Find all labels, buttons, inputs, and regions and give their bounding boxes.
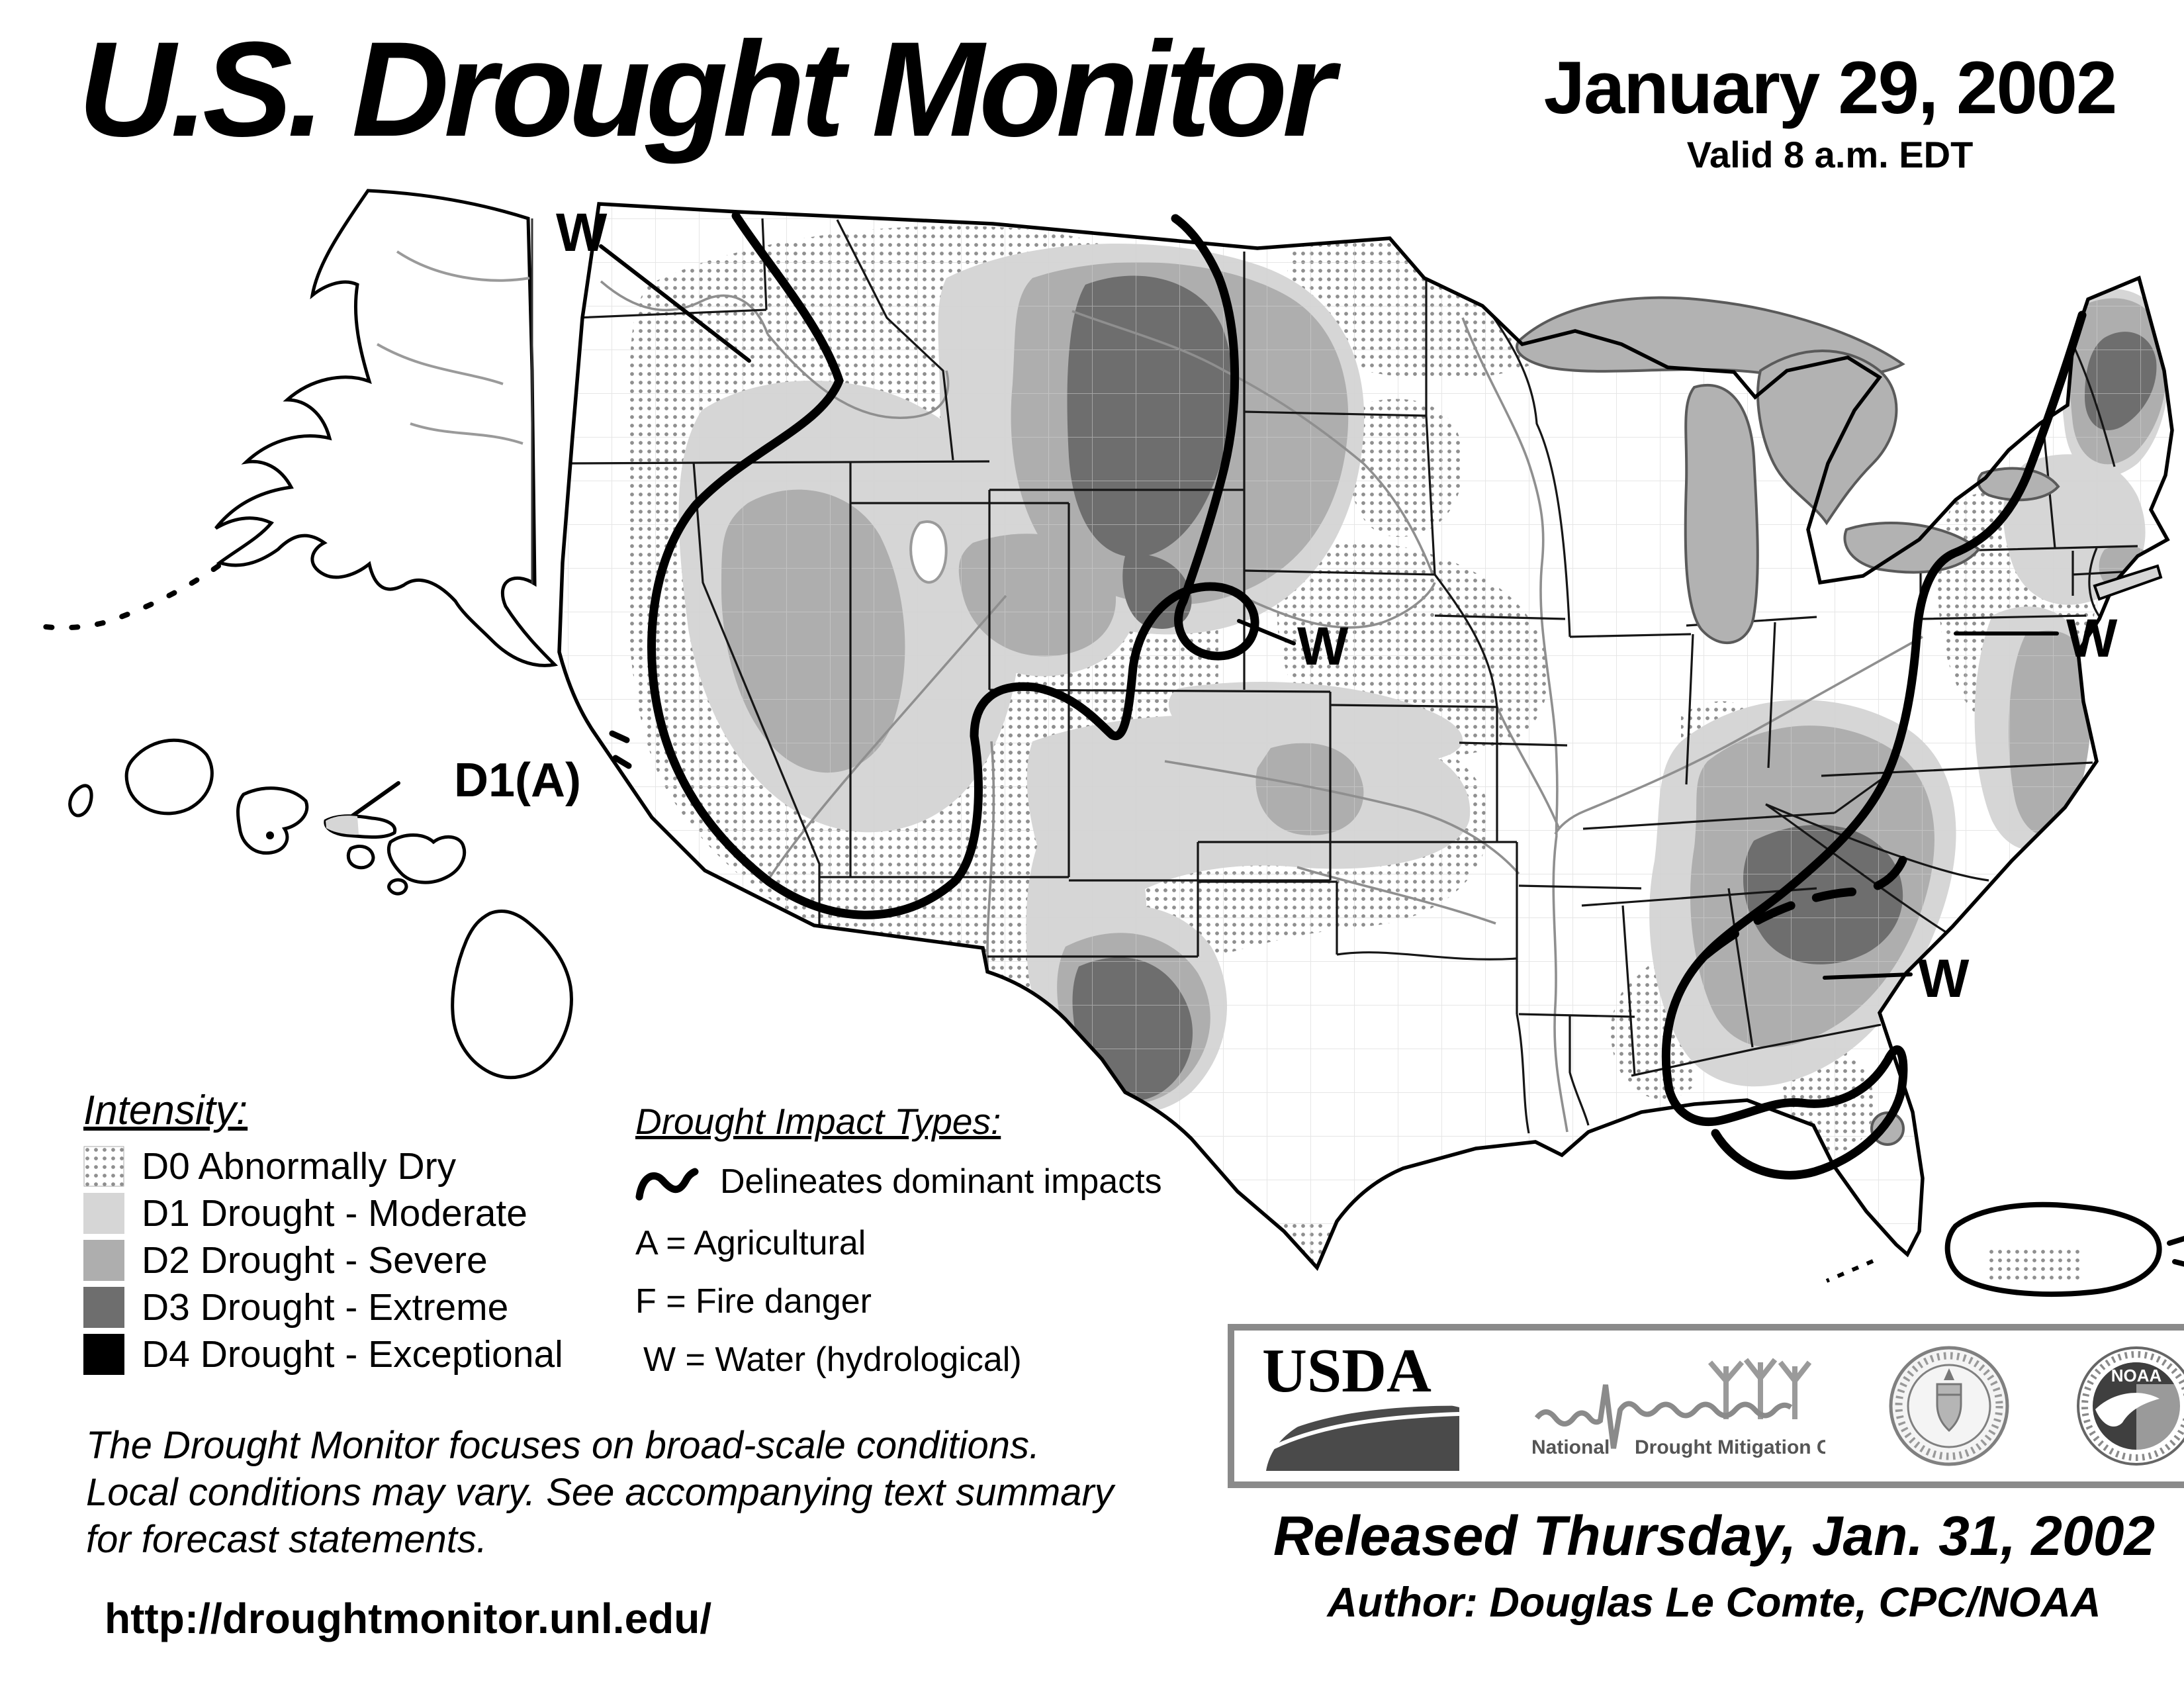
legend-label-d0: D0 Abnormally Dry — [142, 1145, 457, 1188]
puerto-rico — [1944, 1201, 2184, 1297]
hawaii — [68, 738, 573, 1080]
drought-monitor-url[interactable]: http://droughtmonitor.unl.edu/ — [105, 1595, 712, 1642]
legend-row-d0: D0 Abnormally Dry — [83, 1145, 563, 1188]
disclaimer-line-2: Local conditions may vary. See accompany… — [86, 1471, 1114, 1514]
legend-row-d4: D4 Drought - Exceptional — [83, 1333, 563, 1376]
usda-logo-text: USDA — [1262, 1340, 1432, 1405]
noaa-gull-icon — [2095, 1393, 2160, 1427]
legend-row-d3: D3 Drought - Extreme — [83, 1286, 563, 1329]
ndmc-logo: National Drought Mitigation Center — [1531, 1358, 1825, 1458]
impact-label-w-northwest: W — [556, 203, 608, 263]
alaska — [34, 189, 559, 667]
d0-swatch — [83, 1146, 124, 1187]
legend-row-d2: D2 Drought - Severe — [83, 1239, 563, 1282]
great-lakes — [1516, 296, 2060, 1146]
disclaimer-text: The Drought Monitor focuses on broad-sca… — [86, 1422, 1114, 1563]
ndmc-caption-national: National — [1531, 1436, 1610, 1458]
impact-label-w-central: W — [1297, 616, 1349, 677]
map-date: January 29, 2002 — [1543, 46, 2118, 129]
intensity-legend-title: Intensity: — [83, 1088, 248, 1133]
impact-contours — [647, 211, 2087, 1180]
legend-row-d1: D1 Drought - Moderate — [83, 1192, 563, 1235]
impact-legend-title: Drought Impact Types: — [635, 1101, 1001, 1142]
author-credit: Author: Douglas Le Comte, CPC/NOAA — [1327, 1579, 2101, 1626]
legend-label-d1: D1 Drought - Moderate — [142, 1192, 527, 1235]
great-salt-lake — [909, 520, 948, 584]
long-island — [2093, 564, 2163, 601]
legend-label-d4: D4 Drought - Exceptional — [142, 1333, 563, 1376]
molokai-d1-shading — [326, 816, 359, 835]
channel-islands — [609, 730, 632, 769]
disclaimer-line-3: for forecast statements. — [86, 1518, 488, 1561]
impact-item-fire: F = Fire danger — [635, 1282, 872, 1321]
noaa-logo-text: NOAA — [2111, 1366, 2162, 1385]
legend-label-d2: D2 Drought - Severe — [142, 1239, 488, 1282]
release-block: Released Thursday, Jan. 31, 2002 Author:… — [1251, 1504, 2177, 1626]
usda-logo: USDA — [1262, 1340, 1460, 1471]
impact-item-water: W = Water (hydrological) — [643, 1340, 1022, 1379]
disclaimer-line-1: The Drought Monitor focuses on broad-sca… — [86, 1424, 1040, 1467]
intensity-legend: Intensity: D0 Abnormally Dry D1 Drought … — [83, 1087, 563, 1381]
legend-label-d3: D3 Drought - Extreme — [142, 1286, 509, 1329]
label-pointer-lines — [351, 244, 2059, 980]
state-borders — [567, 218, 2146, 1134]
lower48-outline — [557, 202, 2174, 1272]
impact-label-d1a-hawaii: D1(A) — [454, 754, 581, 807]
noaa-logo: NOAA — [2076, 1346, 2184, 1466]
commerce-seal — [1889, 1346, 2009, 1466]
d2-swatch — [83, 1240, 124, 1281]
squiggle-icon — [635, 1168, 699, 1201]
impact-label-w-florida: W — [1918, 949, 1970, 1009]
florida-keys — [1825, 1259, 1874, 1283]
seal-eagle-icon — [1944, 1368, 1955, 1380]
released-date: Released Thursday, Jan. 31, 2002 — [1273, 1505, 2156, 1567]
impact-item-agricultural: A = Agricultural — [635, 1224, 866, 1262]
ndmc-trees-icon — [1707, 1358, 1811, 1419]
ndmc-caption-center: Drought Mitigation Center — [1635, 1436, 1825, 1458]
page-title: U.S. Drought Monitor — [78, 14, 1335, 165]
d3-swatch — [83, 1287, 124, 1328]
impact-label-w-midatlantic: W — [2066, 608, 2118, 669]
agency-logos-box: USDA National Drought Mitigation Center — [1228, 1324, 2184, 1488]
date-block: January 29, 2002 Valid 8 a.m. EDT — [1529, 45, 2131, 176]
impact-delineates-row: Delineates dominant impacts — [635, 1160, 1162, 1203]
impact-types-legend: Drought Impact Types: Delineates dominan… — [635, 1100, 1162, 1398]
d4-swatch — [83, 1334, 124, 1375]
ndmc-heartbeat-line — [1534, 1384, 1792, 1449]
honolulu-dot — [266, 831, 274, 839]
valid-time: Valid 8 a.m. EDT — [1686, 134, 1974, 175]
impact-delineates-label: Delineates dominant impacts — [720, 1162, 1162, 1201]
d1-swatch — [83, 1193, 124, 1234]
